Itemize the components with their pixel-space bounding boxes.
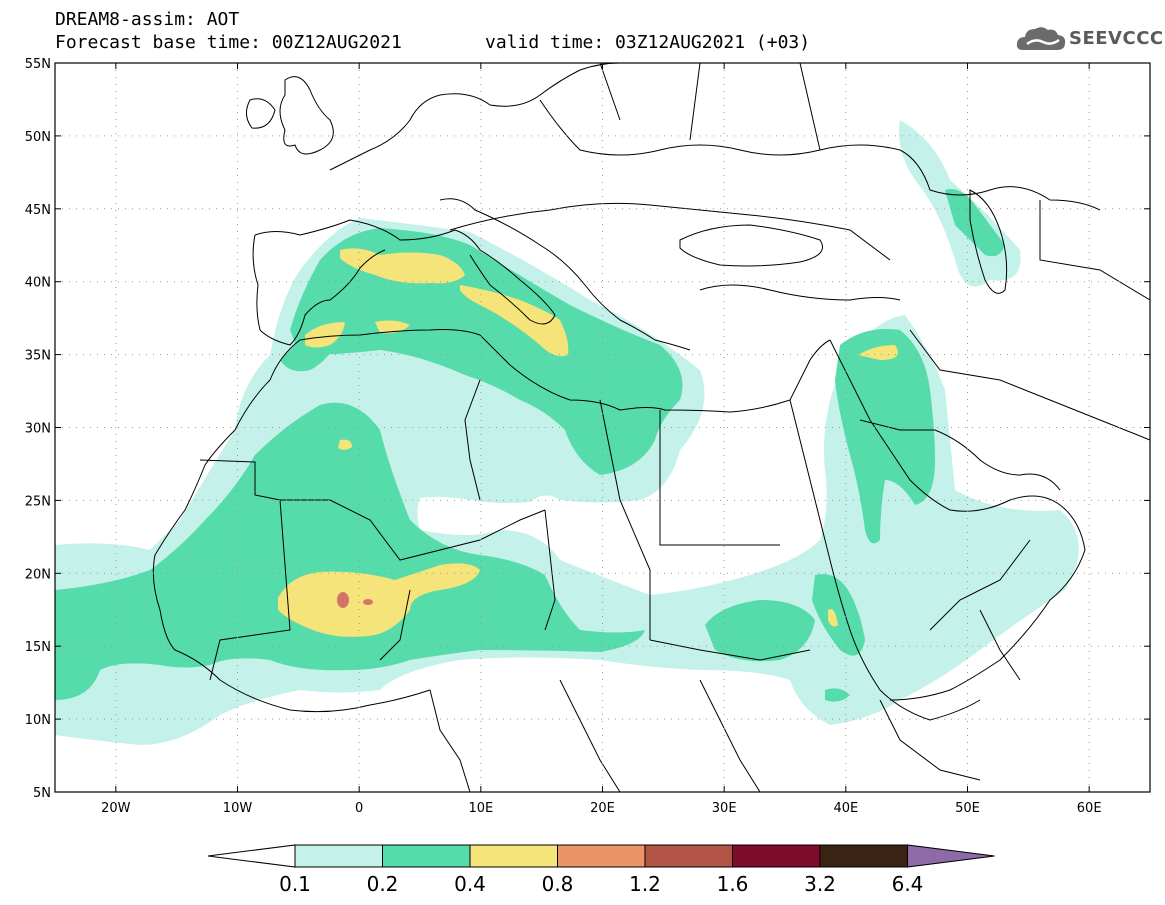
lon-label: 40E: [833, 801, 858, 816]
colorbar-label: 3.2: [804, 872, 836, 896]
cloud-icon: [1016, 27, 1066, 50]
latitude-labels: 55N 50N 45N 40N 35N 30N 25N 20N 15N 10N 5N: [25, 57, 51, 801]
colorbar-swatch: [469, 844, 558, 868]
base-time: Forecast base time: 00Z12AUG2021: [55, 32, 402, 53]
lon-label: 60E: [1077, 801, 1102, 816]
lat-label: 45N: [25, 203, 51, 218]
colorbar-label: 0.4: [454, 872, 486, 896]
lat-label: 40N: [25, 276, 51, 291]
map-title: DREAM8-assim: AOT: [55, 9, 240, 30]
forecast-time-line: Forecast base time: 00Z12AUG2021 valid ti…: [55, 32, 810, 53]
colorbar-swatch: [732, 844, 821, 868]
lat-label: 35N: [25, 349, 51, 364]
lat-label: 15N: [25, 640, 51, 655]
lat-label: 20N: [25, 567, 51, 582]
colorbar-label: 6.4: [892, 872, 924, 896]
lon-label: 10E: [468, 801, 493, 816]
logo-text: SEEVCCC: [1069, 28, 1164, 49]
lat-label: 55N: [25, 57, 51, 72]
lon-label: 30E: [712, 801, 737, 816]
axis-ticks: [55, 62, 1150, 793]
colorbar-label: 0.8: [542, 872, 574, 896]
lon-label: 0: [355, 801, 363, 816]
lat-label: 25N: [25, 494, 51, 509]
longitude-labels: 20W 10W 0 10E 20E 30E 40E 50E 60E: [101, 801, 1101, 816]
seevccc-logo: SEEVCCC: [1015, 22, 1163, 56]
colorbar-swatch: [819, 844, 908, 868]
lon-label: 50E: [955, 801, 980, 816]
lat-label: 30N: [25, 422, 51, 437]
colorbar: 0.1 0.2 0.4 0.8 1.2 1.6 3.2 6.4: [207, 844, 995, 896]
aot-level-0.2: [55, 189, 1005, 702]
colorbar-swatch: [294, 844, 383, 868]
colorbar-low-arrow: [207, 844, 296, 868]
colorbar-swatch: [382, 844, 471, 868]
aot-contours: [55, 120, 1079, 745]
aot-level-0.8: [337, 592, 373, 608]
lat-label: 5N: [33, 786, 51, 801]
colorbar-label: 1.6: [717, 872, 749, 896]
aot-level-0.4: [278, 248, 898, 637]
lon-label: 20E: [590, 801, 615, 816]
lon-label: 20W: [101, 801, 131, 816]
lat-label: 10N: [25, 713, 51, 728]
colorbar-swatch: [644, 844, 733, 868]
valid-time: valid time: 03Z12AUG2021 (+03): [485, 32, 811, 53]
colorbar-label: 0.1: [279, 872, 311, 896]
colorbar-label: 0.2: [367, 872, 399, 896]
colorbar-label: 1.2: [629, 872, 661, 896]
lon-label: 10W: [223, 801, 253, 816]
lat-label: 50N: [25, 130, 51, 145]
colorbar-high-arrow: [907, 844, 995, 868]
colorbar-swatch: [557, 844, 646, 868]
coastlines-borders: [152, 63, 1150, 792]
